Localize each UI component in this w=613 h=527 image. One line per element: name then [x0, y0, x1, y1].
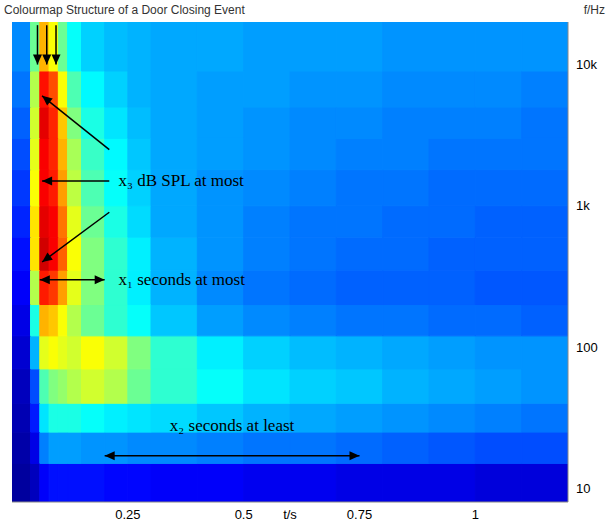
svg-text:100: 100	[576, 340, 598, 355]
svg-text:10k: 10k	[576, 57, 597, 72]
svg-text:10: 10	[576, 481, 590, 496]
svg-text:0.25: 0.25	[115, 507, 140, 522]
svg-text:x₂ seconds at least: x₂ seconds at least	[170, 416, 295, 435]
svg-text:1k: 1k	[576, 198, 590, 213]
svg-text:1: 1	[472, 507, 479, 522]
svg-text:t/s: t/s	[283, 507, 297, 522]
html-text:Colourmap Structure of a Door: Colourmap Structure of a Door Closing Ev…	[4, 3, 245, 17]
svg-text:0.5: 0.5	[235, 507, 253, 522]
html-text:f/Hz: f/Hz	[583, 3, 605, 17]
svg-text:x₃ dB SPL at most: x₃ dB SPL at most	[119, 171, 245, 190]
svg-text:0.75: 0.75	[347, 507, 372, 522]
svg-text:x₁ seconds at most: x₁ seconds at most	[119, 270, 246, 289]
